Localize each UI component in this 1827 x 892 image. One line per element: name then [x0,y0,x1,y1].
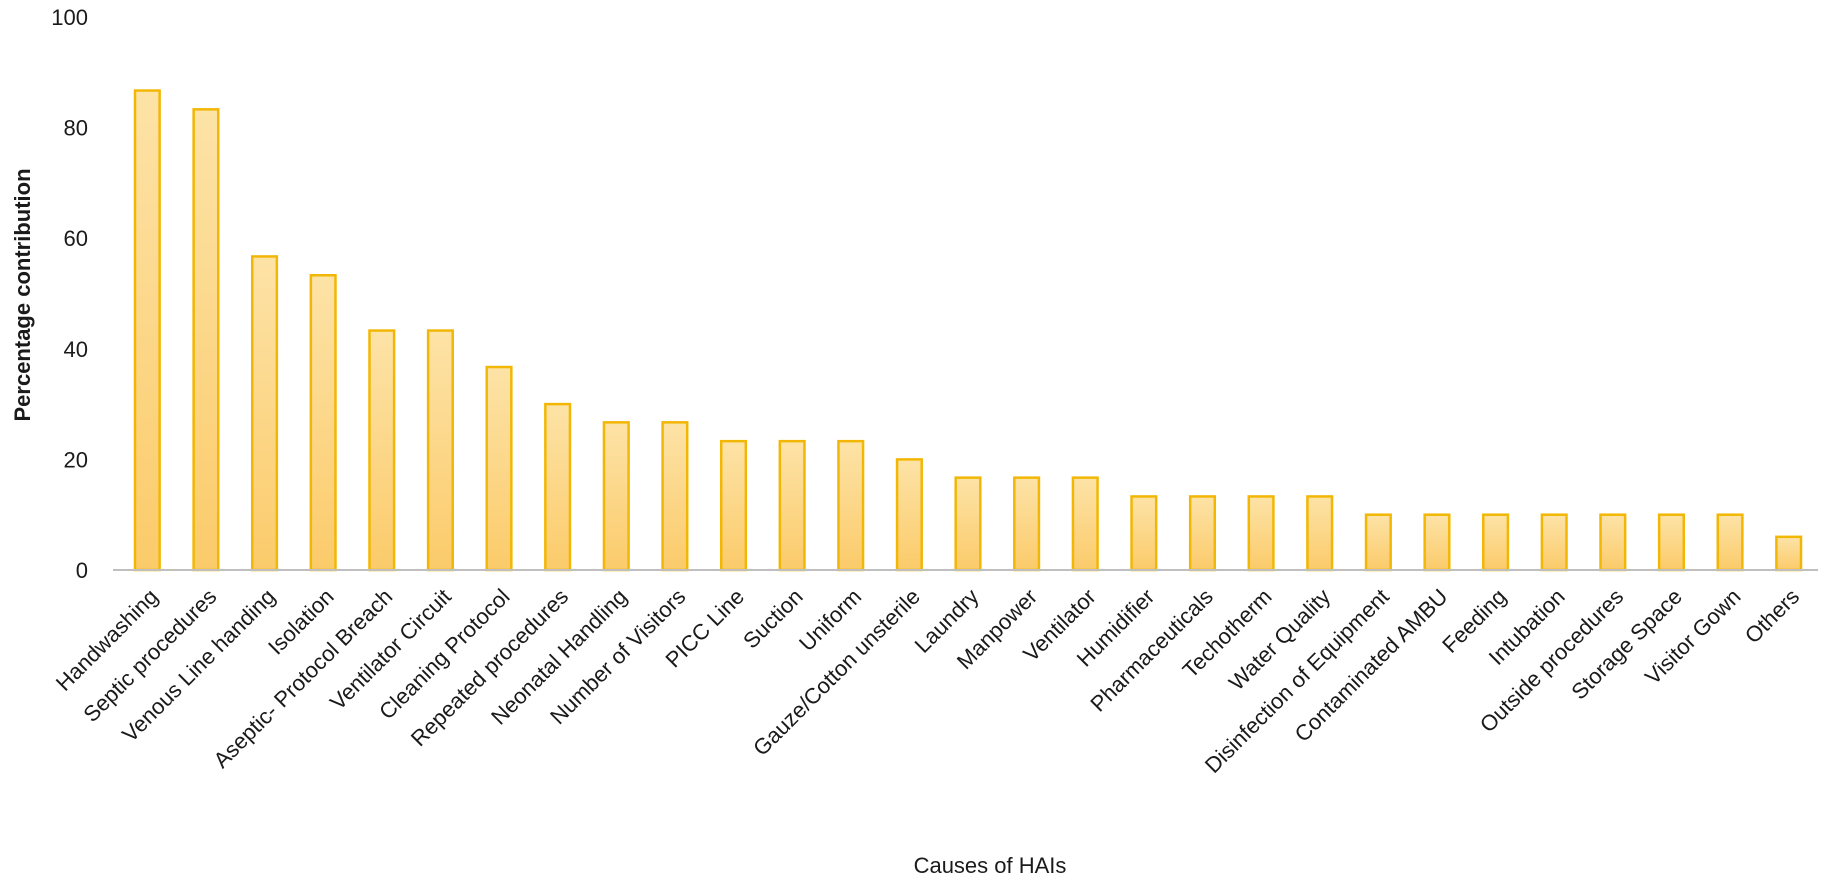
bar [954,476,982,572]
bar [1716,513,1744,572]
x-tick-label: Water Quality [1224,584,1335,695]
bar [1188,495,1217,572]
bar [1071,476,1099,572]
bars-group [133,89,1803,572]
bar [837,439,865,572]
bar [719,439,748,572]
bar [1364,513,1392,572]
bar [426,329,454,572]
bar [1423,513,1451,572]
bar [778,439,806,572]
bar [602,421,630,572]
bar [250,255,279,572]
bar [1599,513,1627,572]
bar [1540,513,1568,572]
x-tick-label: Others [1740,584,1804,648]
bar [133,89,161,572]
bar [1657,513,1686,572]
bar [368,329,396,572]
y-axis-ticks: 0 20 40 60 80 100 [51,5,88,583]
bar [661,421,689,572]
bar [1130,495,1158,572]
y-tick-label: 100 [51,5,88,30]
bar [1775,535,1803,572]
bar [1482,513,1510,572]
bar [544,402,572,572]
x-tick-label: Suction [738,584,808,654]
y-axis-title: Percentage contribution [10,168,35,421]
y-tick-label: 0 [76,558,88,583]
bar [1013,476,1041,572]
y-tick-label: 80 [64,116,88,141]
y-tick-label: 40 [64,337,88,362]
x-axis-title: Causes of HAIs [914,853,1067,878]
bar [485,365,513,572]
y-tick-label: 20 [64,447,88,472]
bar [1247,495,1275,572]
bar [309,274,337,572]
bar [1306,495,1334,572]
bar [192,108,220,572]
x-tick-label: Handwashing [51,584,163,696]
y-tick-label: 60 [64,226,88,251]
bar [895,458,923,572]
